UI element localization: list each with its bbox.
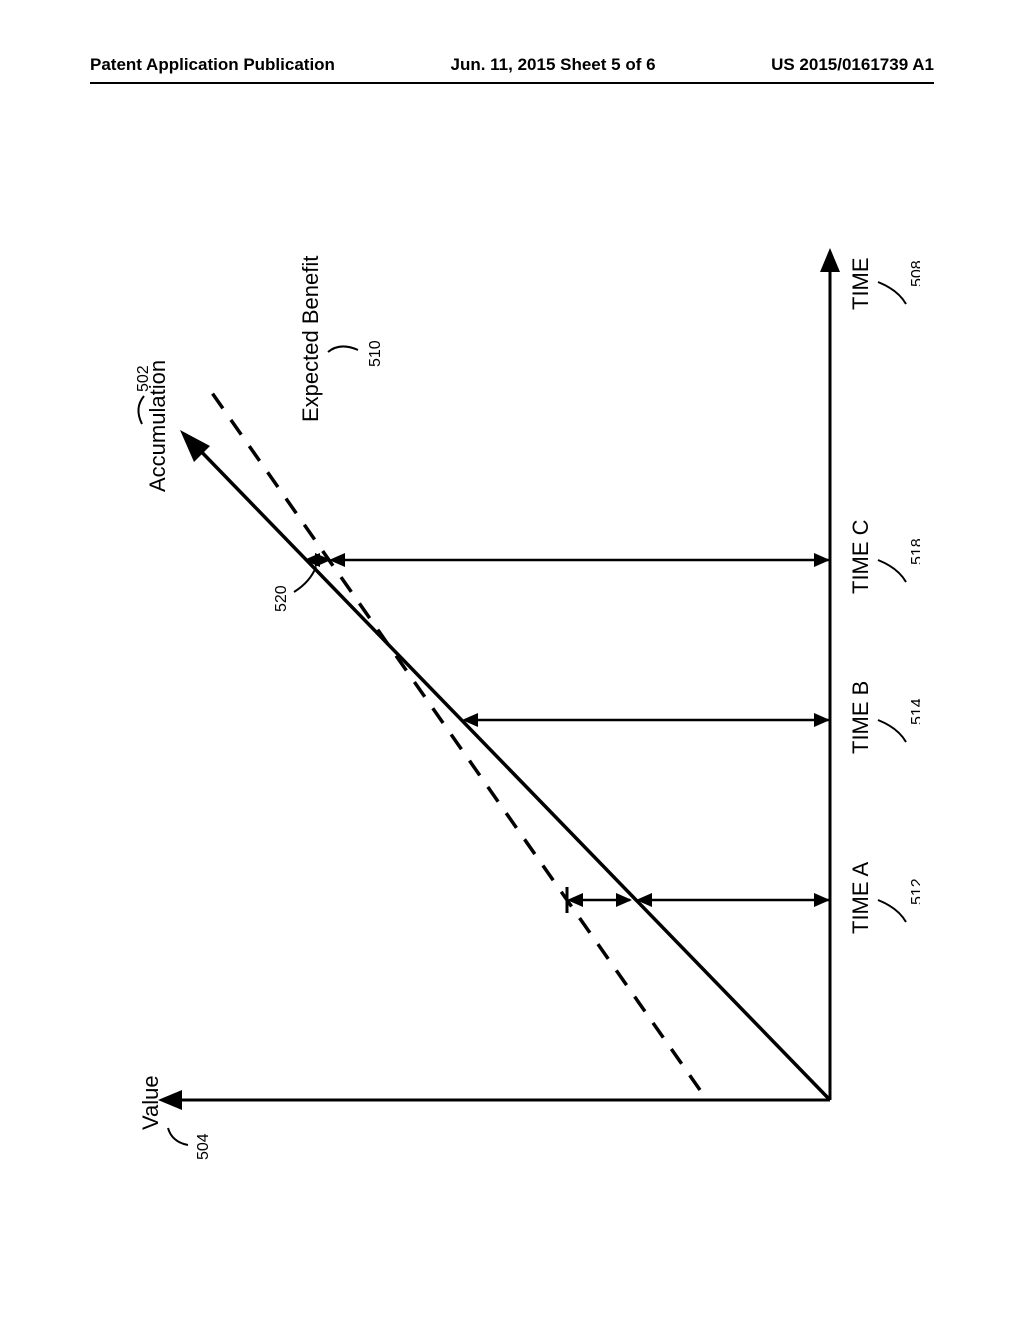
callout-520-leader	[294, 567, 316, 592]
expected-benefit-line	[210, 390, 700, 1090]
callout-504-leader	[168, 1128, 188, 1145]
header-left: Patent Application Publication	[90, 55, 335, 75]
callout-512: 512	[909, 878, 920, 905]
callout-518-leader	[878, 560, 906, 582]
header-separator	[90, 82, 934, 84]
callout-508-leader	[878, 282, 906, 304]
callout-502: 502	[135, 365, 152, 392]
callout-514: 514	[909, 698, 920, 725]
callout-508: 508	[909, 260, 920, 287]
page-header: Patent Application Publication Jun. 11, …	[0, 55, 1024, 75]
callout-502-leader	[138, 396, 144, 424]
callout-510-leader	[328, 346, 358, 352]
y-axis-label: Value	[138, 1075, 163, 1130]
time-c-label: TIME C	[848, 519, 873, 594]
callout-520: 520	[273, 585, 290, 612]
chart-svg: Value Accumulation Expected Benefit TIME…	[100, 150, 920, 1210]
callout-518: 518	[909, 538, 920, 565]
callout-510: 510	[367, 340, 384, 367]
time-b-label: TIME B	[848, 681, 873, 754]
x-axis-arrow	[820, 248, 840, 272]
callout-512-leader	[878, 900, 906, 922]
time-a-label: TIME A	[848, 862, 873, 934]
x-axis-label: TIME	[848, 257, 873, 310]
accumulation-line	[190, 440, 830, 1100]
callout-504: 504	[195, 1133, 212, 1160]
callout-514-leader	[878, 720, 906, 742]
figure-container: Value Accumulation Expected Benefit TIME…	[100, 150, 920, 1210]
expected-benefit-label: Expected Benefit	[298, 256, 323, 422]
header-center: Jun. 11, 2015 Sheet 5 of 6	[451, 55, 656, 75]
header-right: US 2015/0161739 A1	[771, 55, 934, 75]
